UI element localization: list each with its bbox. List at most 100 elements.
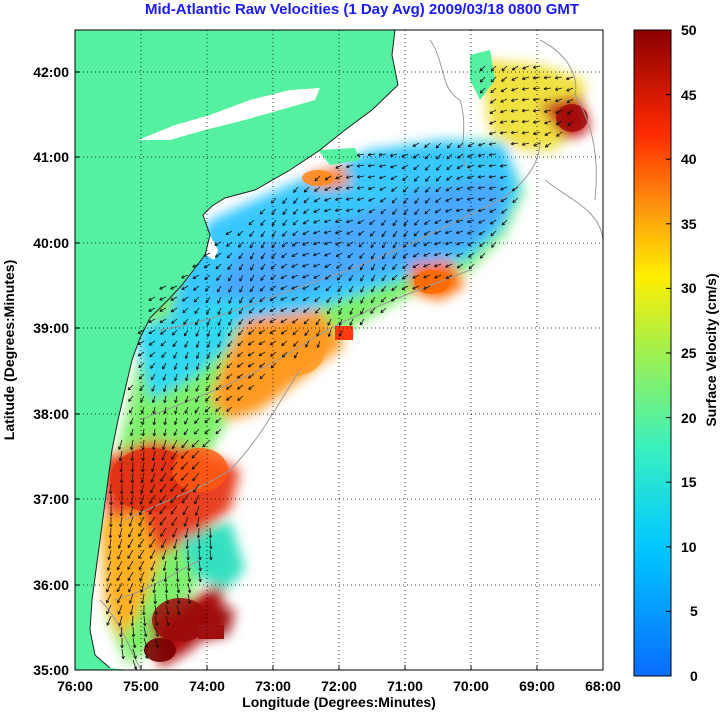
velocity-arrow-head	[324, 230, 328, 235]
velocity-arrow	[511, 120, 519, 123]
velocity-arrow-head	[271, 244, 275, 249]
velocity-arrow-head	[280, 308, 284, 312]
velocity-arrow-head	[108, 535, 113, 539]
velocity-arrow	[171, 516, 178, 526]
velocity-arrow-head	[130, 491, 134, 495]
velocity-arrow-head	[349, 300, 353, 304]
velocity-arrow-head	[435, 145, 440, 149]
velocity-arrow-head	[489, 221, 494, 225]
velocity-arrow	[316, 329, 321, 337]
velocity-arrow	[215, 406, 222, 412]
velocity-arrow	[216, 373, 222, 380]
velocity-arrow	[129, 593, 134, 604]
velocity-arrow	[161, 450, 167, 461]
velocity-arrow-head	[215, 265, 219, 270]
velocity-arrow-head	[445, 264, 449, 268]
velocity-arrow	[413, 153, 420, 159]
velocity-arrow-head	[159, 510, 163, 515]
velocity-arrow-head	[195, 366, 200, 370]
velocity-arrow	[379, 164, 387, 168]
velocity-arrow-head	[292, 232, 296, 236]
velocity-arrow-head	[106, 578, 110, 582]
x-tick-label: 69:00	[519, 678, 555, 694]
velocity-arrow	[412, 142, 420, 147]
velocity-arrow	[293, 186, 299, 193]
velocity-arrow-head	[215, 408, 219, 412]
velocity-arrow	[467, 208, 475, 212]
velocity-arrow-head	[302, 275, 306, 279]
velocity-arrow	[335, 230, 343, 234]
velocity-arrow	[313, 252, 321, 256]
velocity-arrow	[425, 164, 431, 171]
colorbar-tick-label: 0	[690, 668, 698, 684]
velocity-arrow	[165, 593, 169, 604]
velocity-arrow	[280, 285, 288, 290]
velocity-arrow	[128, 527, 134, 538]
velocity-arrow-head	[532, 76, 537, 80]
velocity-arrow-head	[382, 256, 386, 260]
velocity-arrow	[379, 175, 387, 179]
velocity-arrow	[237, 395, 244, 401]
velocity-arrow	[142, 428, 145, 436]
velocity-arrow	[138, 362, 145, 368]
velocity-arrow-head	[479, 90, 484, 94]
velocity-arrow-head	[456, 197, 460, 202]
bathymetry-contours	[99, 39, 603, 669]
velocity-arrow	[435, 153, 442, 160]
velocity-arrow	[424, 153, 431, 160]
velocity-arrow-head	[324, 187, 328, 191]
velocity-arrow-head	[142, 612, 146, 616]
velocity-arrow	[371, 252, 376, 260]
velocity-arrow	[206, 307, 211, 315]
velocity-arrow-head	[117, 599, 121, 604]
velocity-arrow-head	[119, 513, 124, 517]
velocity-arrow-head	[249, 244, 253, 249]
velocity-arrow-head	[170, 286, 174, 290]
velocity-arrow-head	[181, 275, 185, 279]
velocity-arrow-head	[532, 120, 537, 124]
velocity-arrow-head	[489, 197, 493, 202]
velocity-arrow	[193, 296, 200, 303]
velocity-arrow	[522, 65, 530, 70]
velocity-arrow-head	[130, 432, 134, 437]
velocity-arrow-head	[185, 377, 189, 382]
velocity-arrow	[544, 87, 552, 90]
velocity-arrow-head	[160, 478, 164, 482]
velocity-arrow	[181, 483, 189, 492]
velocity-arrow	[434, 241, 442, 245]
velocity-arrow	[153, 439, 156, 450]
velocity-arrow	[150, 373, 156, 381]
velocity-arrow	[174, 406, 178, 414]
velocity-arrow-head	[479, 67, 484, 72]
velocity-arrow	[313, 274, 321, 279]
velocity-arrow	[174, 384, 178, 392]
velocity-arrow-head	[446, 177, 450, 181]
velocity-arrow-head	[335, 165, 339, 169]
velocity-arrow	[195, 395, 200, 403]
velocity-arrow-head	[270, 276, 274, 281]
velocity-arrow-head	[138, 555, 142, 559]
velocity-arrow-head	[324, 208, 328, 213]
velocity-arrow-head	[195, 377, 200, 381]
velocity-arrow	[132, 659, 137, 670]
velocity-arrow-head	[466, 208, 471, 212]
velocity-arrow	[357, 164, 365, 167]
velocity-arrow-head	[412, 264, 416, 268]
velocity-arrow-head	[216, 376, 220, 380]
velocity-arrow-head	[138, 522, 142, 527]
velocity-arrow-head	[543, 75, 547, 80]
velocity-arrow	[381, 274, 387, 282]
velocity-arrow	[164, 417, 167, 425]
velocity-arrow-head	[195, 344, 200, 348]
velocity-arrow	[165, 604, 169, 615]
velocity-arrow	[196, 373, 200, 381]
velocity-arrow-head	[195, 355, 200, 359]
velocity-arrow	[368, 175, 376, 178]
velocity-arrow	[132, 648, 137, 659]
x-tick-label: 70:00	[453, 678, 489, 694]
velocity-arrow	[391, 197, 398, 204]
velocity-arrow-head	[163, 399, 167, 404]
velocity-arrow	[148, 318, 156, 323]
velocity-arrow-head	[181, 455, 185, 459]
velocity-arrow	[313, 208, 321, 213]
